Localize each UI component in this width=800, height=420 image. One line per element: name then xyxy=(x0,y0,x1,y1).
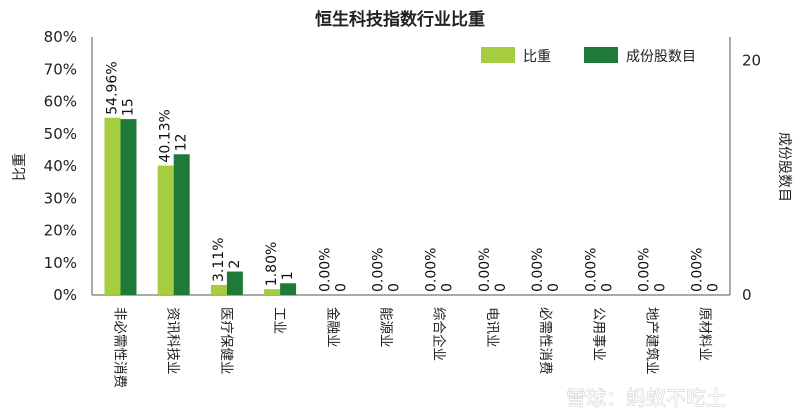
data-label-count: 1 xyxy=(280,271,296,280)
category-label: 综合企业 xyxy=(431,307,448,361)
y-tick-label: 10% xyxy=(44,254,77,272)
data-label-count: 2 xyxy=(227,260,243,269)
bar-share xyxy=(157,165,174,295)
category-label: 金融业 xyxy=(324,307,340,348)
category-labels: 非必需性消费 资讯科技业 医疗保健业 工业 金融业 能源业 综合企业 电讯业 必需性消费 公用事业… xyxy=(112,307,713,388)
y2-tick-label: 0 xyxy=(742,286,752,304)
data-label-count: 0 xyxy=(333,283,349,292)
data-label-share: 0.00% xyxy=(424,248,440,292)
data-label-share: 0.00% xyxy=(530,248,546,292)
data-label-count: 0 xyxy=(387,283,403,292)
data-label-share: 54.96% xyxy=(105,61,121,114)
category-label: 能源业 xyxy=(378,307,394,348)
data-label-share: 3.11% xyxy=(211,237,227,281)
y-tick-label: 50% xyxy=(44,125,77,143)
watermark: 雪球：蚂蚁不吃土 xyxy=(566,386,726,410)
y-tick-label: 20% xyxy=(44,222,77,240)
data-label-share: 0.00% xyxy=(637,248,653,292)
bar-count xyxy=(226,271,243,295)
y-axis-label: 比重 xyxy=(12,153,28,181)
category-label: 必需性消费 xyxy=(537,307,553,375)
data-label-count: 12 xyxy=(174,133,190,151)
bar-count xyxy=(120,119,137,295)
data-label-count: 0 xyxy=(493,283,509,292)
data-label-count: 0 xyxy=(440,283,456,292)
data-label-share: 0.00% xyxy=(477,248,493,292)
category-label: 电讯业 xyxy=(484,307,500,348)
category-label: 原材料业 xyxy=(697,307,713,361)
y-tick-label: 70% xyxy=(44,60,77,78)
data-label-count: 15 xyxy=(121,98,137,116)
y2-axis-label: 成份股数目 xyxy=(776,132,792,202)
data-label-count: 0 xyxy=(546,283,562,292)
data-label-share: 0.00% xyxy=(317,248,333,292)
data-label-share: 0.00% xyxy=(690,248,706,292)
category-label: 非必需性消费 xyxy=(112,307,128,388)
data-label-share: 0.00% xyxy=(583,248,599,292)
bar-share xyxy=(210,284,227,295)
data-label-share: 1.80% xyxy=(264,242,280,286)
bar-share xyxy=(264,289,281,295)
data-label-share: 0.00% xyxy=(371,248,387,292)
category-label: 工业 xyxy=(271,307,287,334)
data-label-count: 0 xyxy=(706,283,722,292)
chart-title: 恒生科技指数行业比重 xyxy=(315,9,485,30)
y2-axis-ticks: 0 20 xyxy=(742,51,761,304)
data-label-count: 0 xyxy=(653,283,669,292)
bar-count xyxy=(173,154,190,295)
category-label: 医疗保健业 xyxy=(218,307,234,375)
legend-label-2: 成份股数目 xyxy=(626,49,696,65)
bar-share xyxy=(104,117,121,295)
legend-label-1: 比重 xyxy=(523,49,551,65)
legend-swatch-2 xyxy=(584,47,618,63)
legend-swatch-1 xyxy=(481,47,515,63)
category-label: 公用事业 xyxy=(590,307,606,361)
y-tick-label: 80% xyxy=(44,28,77,46)
y-tick-label: 60% xyxy=(44,93,77,111)
data-label-share: 40.13% xyxy=(158,109,174,162)
y2-tick-label: 20 xyxy=(742,51,761,69)
data-label-count: 0 xyxy=(599,283,615,292)
bars xyxy=(104,117,297,295)
y-tick-label: 0% xyxy=(53,286,77,304)
category-label: 地产建筑业 xyxy=(644,307,660,375)
legend: 比重 成份股数目 xyxy=(481,47,696,65)
y-axis-ticks: 0% 10% 20% 30% 40% 50% 60% 70% 80% xyxy=(44,28,77,304)
y-tick-label: 40% xyxy=(44,157,77,175)
bar-count xyxy=(280,283,297,295)
category-label: 资讯科技业 xyxy=(165,307,181,375)
y-tick-label: 30% xyxy=(44,189,77,207)
